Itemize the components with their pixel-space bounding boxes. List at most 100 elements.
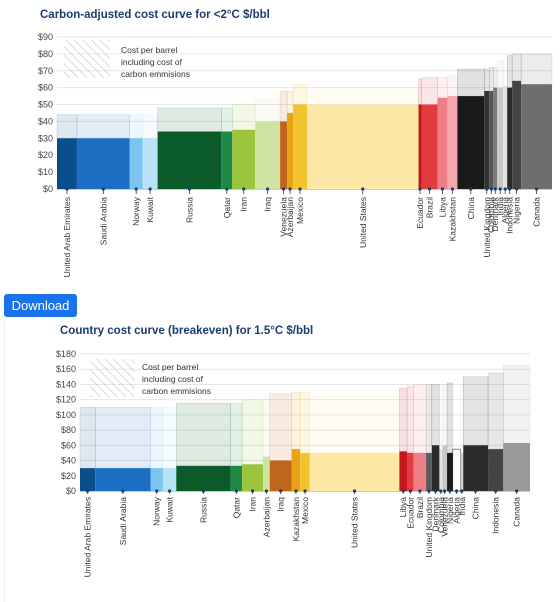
x-tick-dot bbox=[234, 489, 238, 493]
bar-nigeria[interactable] bbox=[512, 80, 522, 189]
bar-indonesia[interactable] bbox=[507, 87, 513, 189]
bar-china[interactable] bbox=[463, 445, 489, 491]
x-tick-dot bbox=[427, 187, 432, 191]
bar-carbon-canada[interactable] bbox=[520, 53, 553, 85]
x-tick-dot bbox=[361, 187, 365, 191]
bar-norway[interactable] bbox=[150, 468, 163, 491]
bar-kazakhstan[interactable] bbox=[291, 449, 301, 491]
bar-united-arab-emirates[interactable] bbox=[57, 138, 77, 189]
bar-carbon-indonesia[interactable] bbox=[487, 372, 504, 450]
x-tick-label: Nigeria bbox=[445, 497, 455, 524]
bar-canada[interactable] bbox=[503, 443, 530, 491]
bar-kazakhstan[interactable] bbox=[447, 96, 458, 189]
bar-carbon-united-states[interactable] bbox=[309, 395, 400, 454]
bar-ecuador[interactable] bbox=[418, 104, 422, 189]
x-tick-dot bbox=[515, 187, 519, 191]
bar-mexico[interactable] bbox=[300, 452, 310, 491]
bar-china[interactable] bbox=[457, 96, 485, 189]
bar-carbon-china[interactable] bbox=[463, 376, 489, 446]
bar-canada[interactable] bbox=[521, 84, 552, 189]
bar-carbon-kazakhstan[interactable] bbox=[291, 391, 301, 450]
x-tick-label: Mexico bbox=[295, 197, 305, 224]
bar-saudi-arabia[interactable] bbox=[95, 468, 151, 491]
bar-russia[interactable] bbox=[176, 465, 231, 491]
bar-united-arab-emirates[interactable] bbox=[80, 468, 96, 491]
bar-libya[interactable] bbox=[437, 97, 448, 189]
bar-saudi-arabia[interactable] bbox=[76, 138, 130, 189]
bar-carbon-iran[interactable] bbox=[241, 399, 264, 465]
x-tick-dot bbox=[469, 187, 473, 191]
x-tick-label: China bbox=[466, 197, 476, 219]
y-tick-label: $80 bbox=[61, 425, 76, 435]
bar-iraq[interactable] bbox=[255, 121, 281, 189]
bar-carbon-united-kingdom[interactable] bbox=[425, 384, 433, 454]
bar-qatar[interactable] bbox=[221, 131, 233, 189]
bar-united-states[interactable] bbox=[309, 452, 400, 491]
bar-india[interactable] bbox=[497, 87, 504, 189]
bar-ecuador[interactable] bbox=[407, 452, 414, 491]
bar-iran[interactable] bbox=[242, 464, 264, 491]
bar-azerbaijan[interactable] bbox=[263, 456, 270, 491]
bar-russia[interactable] bbox=[157, 131, 222, 189]
bar-nigeria[interactable] bbox=[447, 452, 453, 491]
bar-carbon-iraq[interactable] bbox=[269, 393, 292, 461]
bar-carbon-venezuela[interactable] bbox=[442, 384, 448, 446]
bar-brazil[interactable] bbox=[421, 104, 438, 189]
bar-carbon-nigeria[interactable] bbox=[446, 382, 454, 454]
bar-united-states[interactable] bbox=[306, 104, 419, 189]
bar-venezuela[interactable] bbox=[280, 121, 288, 189]
bar-carbon-colombia[interactable] bbox=[439, 384, 443, 450]
bar-libya[interactable] bbox=[399, 451, 408, 491]
bar-carbon-mexico[interactable] bbox=[299, 391, 311, 454]
bar-indonesia[interactable] bbox=[488, 449, 504, 491]
bar-iran[interactable] bbox=[232, 129, 256, 189]
x-tick-dot bbox=[101, 187, 105, 191]
y-tick-label: $30 bbox=[38, 133, 53, 143]
bar-qatar[interactable] bbox=[230, 465, 243, 491]
bar-united-kingdom[interactable] bbox=[426, 452, 432, 491]
bar-denmark[interactable] bbox=[493, 87, 498, 189]
bar-azerbaijan[interactable] bbox=[287, 113, 294, 189]
bar-carbon-norway[interactable] bbox=[150, 407, 164, 469]
bar-colombia[interactable] bbox=[489, 91, 494, 189]
bar-carbon-algeria[interactable] bbox=[452, 384, 461, 450]
bar-kuwait[interactable] bbox=[162, 468, 177, 491]
bar-denmark[interactable] bbox=[431, 445, 440, 491]
bar-norway[interactable] bbox=[129, 138, 143, 189]
bar-carbon-china[interactable] bbox=[457, 68, 485, 97]
bar-mexico[interactable] bbox=[293, 104, 307, 189]
bar-carbon-kuwait[interactable] bbox=[162, 407, 177, 469]
bar-carbon-canada[interactable] bbox=[503, 365, 531, 444]
x-tick-dot bbox=[266, 187, 270, 191]
bar-carbon-denmark[interactable] bbox=[431, 384, 440, 446]
bar-india[interactable] bbox=[460, 452, 464, 491]
x-tick-dot bbox=[439, 489, 443, 493]
x-tick-label: Kazakhstan bbox=[291, 497, 301, 542]
bar-carbon-qatar[interactable] bbox=[230, 403, 243, 467]
bar-brazil[interactable] bbox=[413, 452, 427, 491]
x-tick-dot bbox=[418, 489, 422, 493]
bar-carbon-libya[interactable] bbox=[399, 388, 408, 452]
bar-carbon-ecuador[interactable] bbox=[406, 385, 414, 454]
bar-kuwait[interactable] bbox=[142, 138, 158, 189]
bar-carbon-india[interactable] bbox=[460, 384, 464, 454]
bar-carbon-azerbaijan[interactable] bbox=[262, 395, 270, 458]
bar-carbon-united-states[interactable] bbox=[306, 90, 419, 105]
bar-algeria[interactable] bbox=[503, 85, 508, 189]
bar-carbon-russia[interactable] bbox=[176, 403, 231, 467]
bar-carbon-saudi-arabia[interactable] bbox=[95, 407, 151, 469]
x-tick-label: Kazakhstan bbox=[447, 197, 457, 242]
bar-colombia[interactable] bbox=[439, 449, 443, 491]
x-tick-label: India bbox=[457, 497, 467, 516]
bar-venezuela[interactable] bbox=[442, 445, 448, 491]
legend-text: Cost per barrel bbox=[121, 45, 177, 55]
bar-algeria[interactable] bbox=[452, 448, 461, 492]
bar-carbon-united-arab-emirates[interactable] bbox=[79, 407, 96, 469]
legend-text: carbon emmisions bbox=[142, 386, 211, 396]
x-tick-label: Canada bbox=[512, 497, 522, 527]
bar-carbon-brazil[interactable] bbox=[413, 384, 427, 454]
bar-iraq[interactable] bbox=[269, 460, 292, 491]
bar-united-kingdom[interactable] bbox=[484, 91, 490, 189]
x-tick-label: Ecuador bbox=[405, 497, 415, 529]
download-button[interactable]: Download bbox=[4, 294, 77, 317]
